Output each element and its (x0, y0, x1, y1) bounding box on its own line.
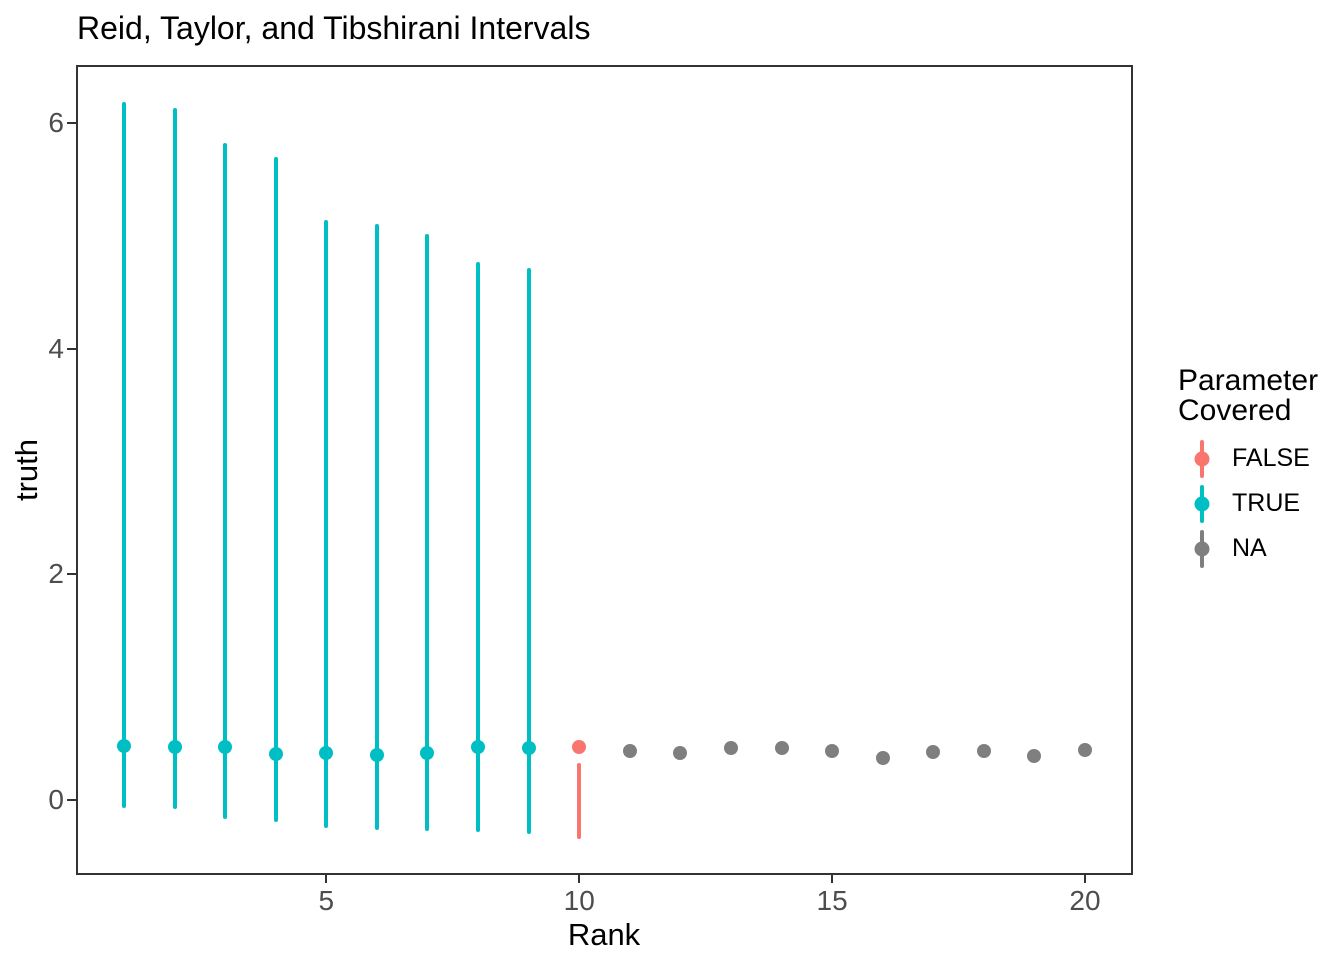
y-axis-tick-label: 4 (48, 332, 64, 364)
point-rank-18 (976, 743, 991, 758)
interval-line-rank-2 (172, 107, 177, 810)
pointrange-key-icon (1188, 439, 1215, 478)
point-rank-2 (167, 740, 182, 755)
y-axis-tick (67, 799, 76, 802)
point-rank-5 (319, 745, 334, 760)
interval-line-rank-10 (577, 763, 582, 839)
y-axis-tick-label: 6 (48, 106, 64, 138)
legend-entries: FALSE TRUE NA (1178, 436, 1318, 571)
y-axis-tick-label: 2 (48, 558, 64, 590)
interval-line-rank-4 (273, 156, 278, 822)
x-axis-tick-label: 20 (1069, 885, 1101, 916)
x-axis-title: Rank (567, 917, 641, 952)
legend-entry-label: NA (1232, 534, 1267, 562)
x-axis-tick (1083, 875, 1086, 883)
point-rank-7 (420, 745, 435, 760)
y-axis-tick (67, 121, 76, 124)
point-rank-15 (825, 743, 840, 758)
point-rank-13 (723, 741, 738, 756)
pointrange-key-icon (1188, 484, 1215, 523)
legend-entry-label: TRUE (1232, 489, 1301, 517)
interval-line-rank-9 (526, 268, 531, 835)
interval-line-rank-7 (425, 234, 430, 831)
point-rank-16 (875, 750, 890, 765)
legend-title-line-1: Parameter (1178, 364, 1319, 397)
y-axis-tick-label: 0 (48, 784, 64, 816)
legend-entry-true: TRUE (1178, 481, 1318, 526)
y-axis-title: truth (9, 438, 44, 502)
y-axis-tick (67, 573, 76, 576)
point-rank-9 (521, 741, 536, 756)
plot-title: Reid, Taylor, and Tibshirani Intervals (77, 10, 591, 46)
point-rank-8 (471, 740, 486, 755)
interval-line-rank-6 (374, 224, 379, 830)
point-rank-11 (622, 743, 637, 758)
x-axis-tick-label: 10 (563, 885, 595, 916)
plot-panel (76, 65, 1133, 875)
legend-title-line-2: Covered (1178, 394, 1292, 427)
point-rank-10 (572, 740, 587, 755)
interval-line-rank-5 (324, 219, 329, 828)
point-rank-20 (1077, 742, 1092, 757)
point-rank-19 (1027, 749, 1042, 764)
interval-line-rank-1 (122, 102, 127, 809)
point-rank-12 (673, 745, 688, 760)
x-axis-tick (578, 875, 581, 883)
interval-line-rank-3 (223, 142, 228, 819)
point-rank-4 (268, 747, 283, 762)
y-axis-tick (67, 347, 76, 350)
interval-line-rank-8 (476, 261, 481, 833)
point-rank-14 (774, 741, 789, 756)
point-rank-17 (926, 744, 941, 759)
point-rank-3 (218, 740, 233, 755)
x-axis-tick-label: 15 (816, 885, 848, 916)
point-rank-6 (369, 748, 384, 763)
pointrange-key-icon (1188, 529, 1215, 568)
legend-title: Parameter Covered (1178, 366, 1318, 426)
x-axis-tick (831, 875, 834, 883)
x-axis-tick (325, 875, 328, 883)
legend-entry-label: FALSE (1232, 444, 1310, 472)
legend-entry-na: NA (1178, 526, 1318, 571)
point-rank-1 (117, 739, 132, 754)
legend: Parameter Covered FALSE TRUE NA (1178, 366, 1318, 571)
x-axis-tick-label: 5 (318, 885, 335, 916)
legend-entry-false: FALSE (1178, 436, 1318, 481)
